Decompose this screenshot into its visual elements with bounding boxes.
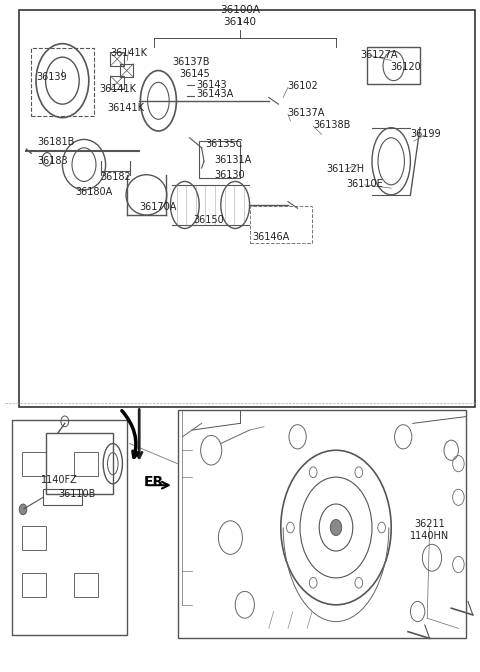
Text: 36127A: 36127A (360, 50, 398, 60)
Bar (74, 452, 98, 476)
Text: 36112H: 36112H (326, 165, 365, 174)
Text: 36181B: 36181B (37, 137, 75, 146)
Bar (199, 141, 240, 178)
Text: 36145: 36145 (179, 69, 210, 79)
Bar (367, 47, 420, 84)
Text: 36170A: 36170A (140, 202, 177, 212)
Text: 36120: 36120 (390, 62, 421, 72)
Text: 36146A: 36146A (252, 232, 290, 241)
Text: 36100A: 36100A (220, 5, 260, 15)
Bar (46, 433, 113, 494)
Bar (120, 64, 133, 77)
Bar (110, 52, 124, 66)
Text: 36141K: 36141K (99, 84, 136, 93)
Text: 36130: 36130 (215, 170, 245, 179)
Bar (31, 48, 94, 116)
Text: 36140: 36140 (224, 17, 256, 27)
Text: 36182: 36182 (100, 172, 131, 181)
Text: FR.: FR. (144, 475, 170, 489)
Text: 36150: 36150 (193, 216, 224, 225)
Text: 36135C: 36135C (205, 139, 242, 149)
Bar (22, 573, 46, 597)
Text: 1140HN: 1140HN (410, 531, 449, 540)
Text: 36131A: 36131A (215, 155, 252, 165)
Text: 36211: 36211 (414, 519, 445, 529)
Bar (22, 526, 46, 550)
Text: 36137B: 36137B (173, 58, 210, 67)
Text: 36143A: 36143A (197, 89, 234, 99)
Bar (43, 489, 82, 505)
Bar (250, 206, 312, 243)
Text: 36183: 36183 (37, 157, 68, 166)
Text: 36143: 36143 (197, 80, 228, 89)
Bar (22, 452, 46, 476)
Bar (12, 420, 127, 635)
Text: 36110E: 36110E (347, 179, 383, 189)
Text: 36102: 36102 (287, 81, 318, 91)
Circle shape (330, 519, 342, 536)
Text: 36110B: 36110B (58, 489, 96, 499)
Text: 36180A: 36180A (75, 187, 112, 196)
Text: 36141K: 36141K (110, 48, 147, 58)
Text: 36137A: 36137A (287, 108, 324, 118)
Bar (110, 76, 124, 89)
Text: 36138B: 36138B (313, 120, 350, 130)
Text: 36141K: 36141K (107, 103, 144, 112)
Text: 36139: 36139 (36, 73, 67, 82)
Circle shape (19, 504, 27, 515)
Bar (74, 573, 98, 597)
Text: 36199: 36199 (410, 130, 441, 139)
Text: 1140FZ: 1140FZ (41, 476, 78, 485)
Bar (19, 10, 475, 407)
